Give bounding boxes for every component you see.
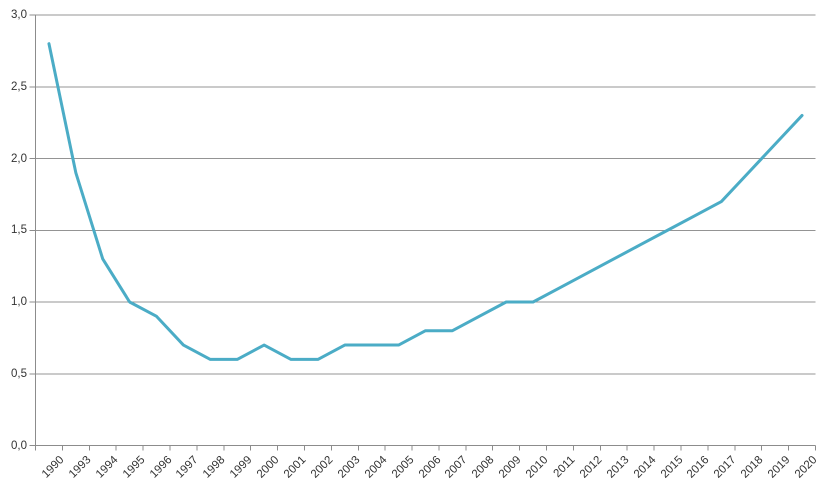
y-axis-label: 0,0 — [11, 439, 27, 452]
y-axis-label: 2,0 — [11, 152, 27, 165]
y-axis-label: 2,5 — [11, 80, 27, 93]
y-axis-label: 1,0 — [11, 296, 27, 308]
y-axis-label: 1,5 — [11, 224, 27, 237]
data-line — [47, 42, 804, 361]
y-axis-label: 0,5 — [11, 367, 27, 380]
y-axis-label: 3,0 — [11, 9, 27, 21]
